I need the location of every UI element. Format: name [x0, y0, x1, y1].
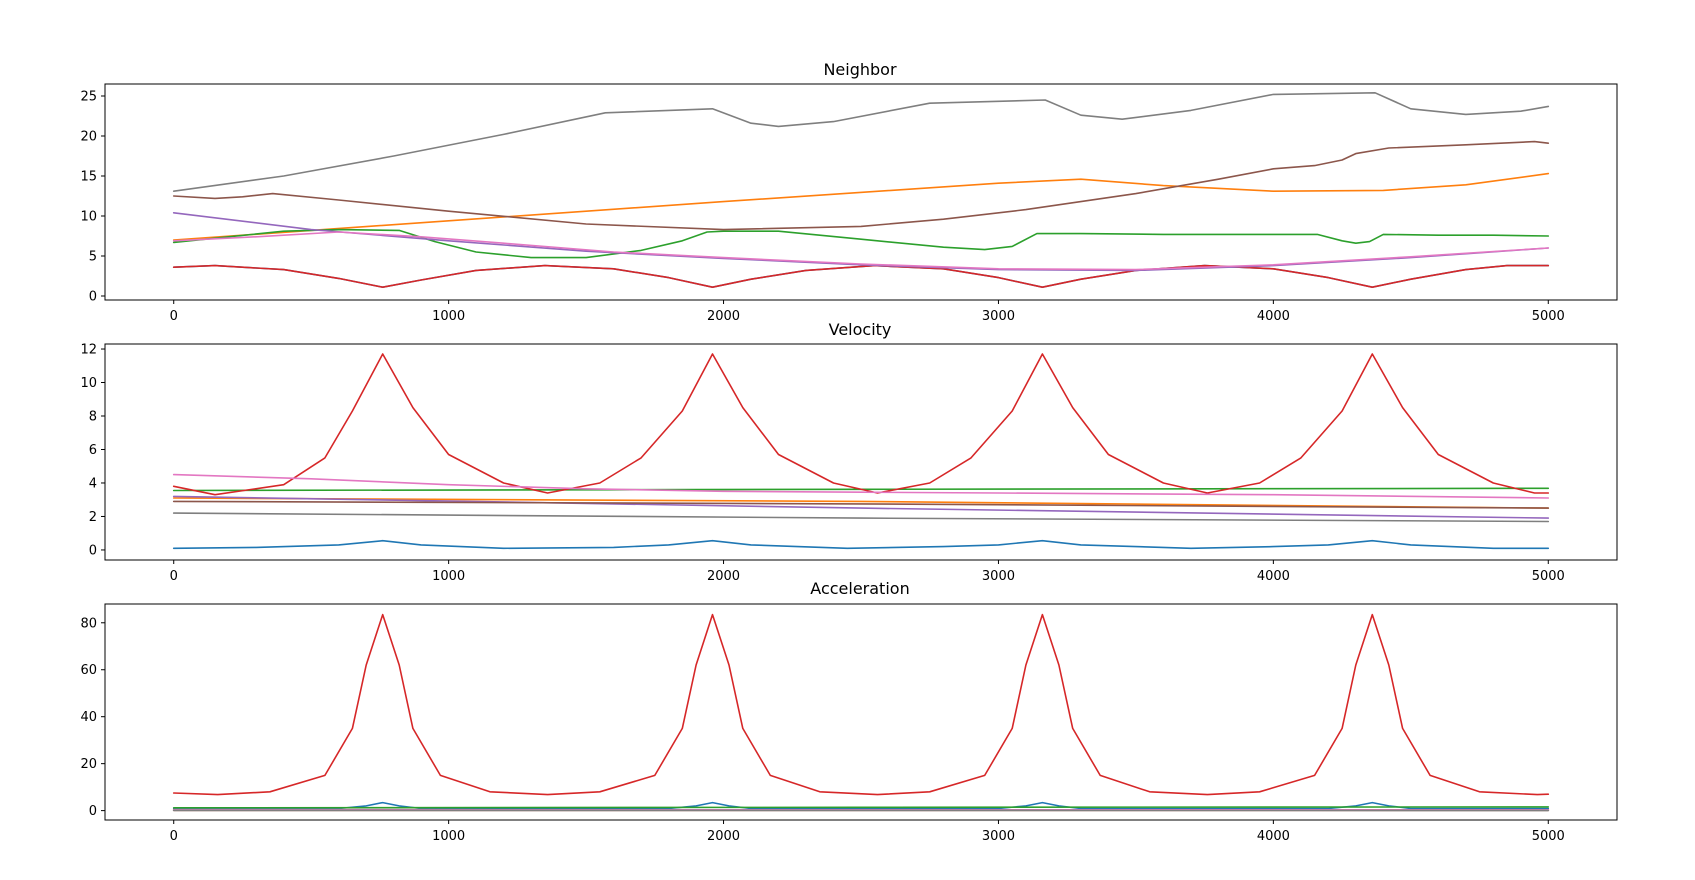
x-tick-label: 4000 [1257, 829, 1290, 844]
subplot-velocity: Velocity 0 1000 2000 3000 4000 5000 0 2 4 6 8 10 12 [80, 320, 1618, 584]
x-tick-label: 1000 [432, 829, 465, 844]
subplot-title: Velocity [829, 320, 892, 339]
y-tick-label: 6 [89, 443, 97, 458]
y-tick-label: 40 [80, 710, 97, 725]
x-tick-label: 3000 [982, 569, 1015, 584]
x-tick-label: 4000 [1257, 309, 1290, 324]
y-tick-label: 2 [89, 510, 97, 525]
y-tick-label: 20 [80, 130, 97, 145]
series-group [172, 613, 1550, 812]
series-line-1 [172, 539, 1550, 550]
y-tick-label: 25 [80, 90, 97, 105]
y-tick-label: 8 [89, 410, 97, 425]
subplot-acceleration: Acceleration 0 1000 2000 3000 4000 5000 0 20 40 6… [80, 579, 1618, 844]
y-tick-label: 4 [89, 476, 97, 491]
x-tick-label: 5000 [1532, 309, 1565, 324]
y-tick-label: 20 [80, 757, 97, 772]
tick-group: 0 1000 2000 3000 4000 5000 0 20 40 60 80 [80, 616, 1564, 844]
series-line-2 [172, 497, 1550, 509]
series-line-4 [172, 613, 1550, 796]
x-tick-label: 4000 [1257, 569, 1290, 584]
series-line-7 [172, 231, 1550, 271]
y-tick-label: 5 [89, 250, 97, 265]
series-line-1 [172, 801, 1550, 810]
x-tick-label: 2000 [707, 569, 740, 584]
y-tick-label: 0 [89, 804, 97, 819]
subplot-title: Neighbor [823, 60, 897, 79]
series-line-6 [172, 500, 1550, 509]
x-tick-label: 1000 [432, 569, 465, 584]
series-line-6 [172, 140, 1550, 231]
subplot-neighbor: Neighbor 0 1000 2000 3000 4000 5000 0 5 10 15 20 25 [80, 60, 1618, 325]
x-tick-label: 3000 [982, 309, 1015, 324]
series-line-3 [172, 806, 1550, 809]
x-tick-label: 0 [170, 569, 178, 584]
series-group [172, 353, 1550, 550]
x-tick-label: 3000 [982, 829, 1015, 844]
y-tick-label: 0 [89, 290, 97, 305]
axes-frame [104, 603, 1618, 821]
x-tick-label: 0 [170, 829, 178, 844]
subplot-title: Acceleration [810, 579, 909, 598]
y-tick-label: 12 [80, 343, 97, 358]
series-line-2 [172, 172, 1550, 241]
y-tick-label: 15 [80, 170, 97, 185]
x-tick-label: 1000 [432, 309, 465, 324]
y-tick-label: 10 [80, 376, 97, 391]
x-tick-label: 5000 [1532, 829, 1565, 844]
y-tick-label: 10 [80, 210, 97, 225]
y-tick-label: 0 [89, 543, 97, 558]
tick-group: 0 1000 2000 3000 4000 5000 0 5 10 15 20 25 [80, 90, 1564, 325]
y-tick-label: 80 [80, 616, 97, 631]
series-line-8 [172, 92, 1550, 192]
series-line-5 [172, 495, 1550, 519]
series-group [172, 92, 1550, 289]
tick-group: 0 1000 2000 3000 4000 5000 0 2 4 6 8 10 12 [80, 343, 1564, 584]
x-tick-label: 0 [170, 309, 178, 324]
x-tick-label: 5000 [1532, 569, 1565, 584]
y-tick-label: 60 [80, 663, 97, 678]
axes-frame [104, 83, 1618, 301]
axes-frame [104, 343, 1618, 561]
series-line-8 [172, 512, 1550, 523]
x-tick-label: 2000 [707, 309, 740, 324]
series-line-7 [172, 473, 1550, 499]
x-tick-label: 2000 [707, 829, 740, 844]
